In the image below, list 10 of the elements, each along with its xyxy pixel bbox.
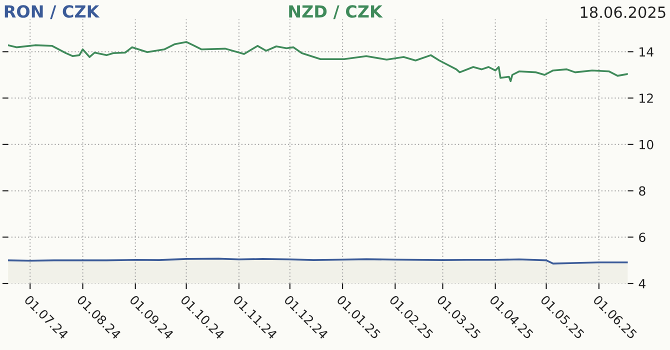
text: 18.06.2025	[580, 6, 666, 18]
y-tick-label: 6	[639, 232, 646, 242]
y-tick-label: 12	[640, 94, 653, 103]
y-tick-label: 4	[638, 279, 646, 288]
y-tick-label: 14	[640, 47, 654, 56]
text: RON / CZK	[4, 5, 100, 20]
line-series	[8, 41, 628, 82]
series-label: NZD / CZK	[289, 5, 383, 20]
y-tick-label: 10	[640, 140, 654, 150]
y-tick-label: 8	[639, 186, 646, 196]
